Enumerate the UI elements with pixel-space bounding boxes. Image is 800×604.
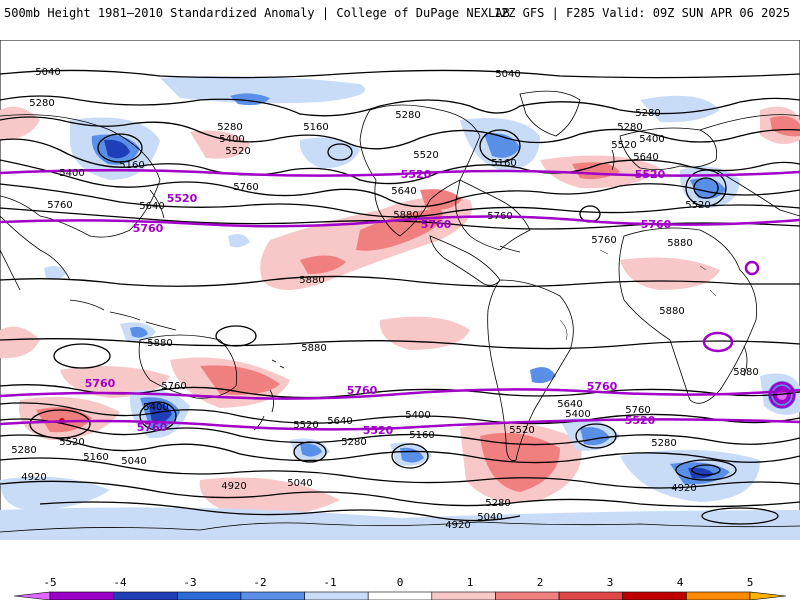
colorbar-tick-label: 4: [677, 576, 684, 589]
contour-label: 5760: [591, 235, 616, 246]
contour-label: 4920: [21, 472, 46, 483]
contour-label: 5640: [327, 416, 352, 427]
colorbar-tick-label: -5: [43, 576, 56, 589]
colorbar-tick-label: 3: [607, 576, 614, 589]
contour-label: 5520: [225, 146, 250, 157]
chart-title: 500mb Height 1981–2010 Standardized Anom…: [4, 6, 510, 20]
contour-label: 4920: [671, 483, 696, 494]
contour-label: 5760: [47, 200, 72, 211]
colorbar-tick-label: 5: [747, 576, 754, 589]
contour-label: 5160: [409, 430, 434, 441]
contour-label: 5880: [299, 275, 324, 286]
contour-label: 5640: [633, 152, 658, 163]
colorbar-tick-label: -2: [253, 576, 266, 589]
reference-contour-label: 5760: [85, 377, 116, 390]
reference-contour-label: 5520: [363, 424, 394, 437]
anomaly-map: 5040 5040 5280 5400 5160 5280 5160 5280 …: [0, 40, 800, 540]
model-run-info: 12Z GFS | F285 Valid: 09Z SUN APR 06 202…: [493, 6, 790, 20]
contour-label: 5640: [139, 201, 164, 212]
colorbar-segment: [13, 591, 51, 601]
contour-label: 5400: [405, 410, 430, 421]
contour-label: 5520: [509, 425, 534, 436]
contour-label: 5520: [293, 420, 318, 431]
colorbar-tick-label: -1: [323, 576, 336, 589]
colorbar-tick-label: -4: [113, 576, 127, 589]
colorbar-segment: [240, 591, 305, 601]
contour-label: 5520: [413, 150, 438, 161]
contour-label: 5400: [59, 168, 84, 179]
reference-contour-label: 5520: [635, 168, 666, 181]
colorbar-segment: [431, 591, 496, 601]
contour-label: 5280: [617, 122, 642, 133]
contour-label: 5760: [487, 211, 512, 222]
reference-contour-label: 5760: [641, 218, 672, 231]
contour-label: 5040: [287, 478, 312, 489]
height-contours: [0, 69, 800, 525]
contour-label: 5280: [341, 437, 366, 448]
contour-label: 5040: [35, 67, 60, 78]
contour-label: 5520: [59, 437, 84, 448]
contour-label: 5400: [143, 402, 168, 413]
contour-label: 5880: [733, 367, 758, 378]
colorbar-segment: [113, 591, 178, 601]
contour-label: 5280: [11, 445, 36, 456]
colorbar-segment: [749, 591, 787, 601]
contour-label: 5280: [651, 438, 676, 449]
contour-label: 5400: [219, 134, 244, 145]
contour-label: 5160: [119, 160, 144, 171]
contour-label: 4920: [445, 520, 470, 531]
contour-label: 5880: [659, 306, 684, 317]
contour-labels: 5040 5040 5280 5400 5160 5280 5160 5280 …: [11, 67, 758, 531]
colorbar-segment: [304, 591, 369, 601]
colorbar-segment: [367, 591, 433, 601]
colorbar-segment: [176, 591, 242, 601]
contour-label: 5760: [625, 405, 650, 416]
colorbar-tick-label: 0: [397, 576, 404, 589]
contour-label: 5520: [611, 140, 636, 151]
contour-label: 5280: [217, 122, 242, 133]
contour-label: 5280: [635, 108, 660, 119]
colorbar-tick-label: 1: [467, 576, 474, 589]
contour-label: 5760: [161, 381, 186, 392]
reference-contours: [0, 168, 800, 431]
contour-label: 5400: [639, 134, 664, 145]
contour-label: 5280: [395, 110, 420, 121]
contour-label: 5040: [495, 69, 520, 80]
reference-contour-label: 5520: [401, 168, 432, 181]
contour-label: 5640: [391, 186, 416, 197]
colorbar-segment: [495, 591, 560, 601]
reference-contour-label: 5760: [133, 222, 164, 235]
contour-label: 5160: [83, 452, 108, 463]
colorbar-segment: [622, 591, 687, 601]
reference-contour-label: 5760: [587, 380, 618, 393]
contour-label: 5160: [491, 158, 516, 169]
contour-label: 5640: [557, 399, 582, 410]
contour-label: 5520: [685, 200, 710, 211]
contour-label: 5880: [393, 210, 418, 221]
reference-contour-label: 5760: [137, 421, 168, 434]
colorbar-segment: [49, 591, 114, 601]
contour-label: 5880: [667, 238, 692, 249]
colorbar-segment: [558, 591, 624, 601]
contour-label: 5040: [121, 456, 146, 467]
contour-label: 5160: [303, 122, 328, 133]
contour-label: 5880: [147, 338, 172, 349]
colorbar-tick-label: -3: [183, 576, 196, 589]
contour-label: 4920: [221, 481, 246, 492]
reference-contour-label: 5760: [421, 218, 452, 231]
contour-label: 5880: [301, 343, 326, 354]
contour-label: 5040: [477, 512, 502, 523]
reference-contour-label: 5760: [347, 384, 378, 397]
anomaly-shading: [0, 76, 800, 540]
reference-contour-label: 5520: [167, 192, 198, 205]
contour-label: 5280: [485, 498, 510, 509]
contour-label: 5280: [29, 98, 54, 109]
contour-label: 5400: [565, 409, 590, 420]
anomaly-colorbar: -5 -4 -3 -2 -1 0 1 2 3 4 5: [0, 574, 800, 601]
colorbar-segment: [686, 591, 751, 601]
contour-label: 5760: [233, 182, 258, 193]
reference-contour-label: 5520: [625, 414, 656, 427]
colorbar-tick-label: 2: [537, 576, 544, 589]
